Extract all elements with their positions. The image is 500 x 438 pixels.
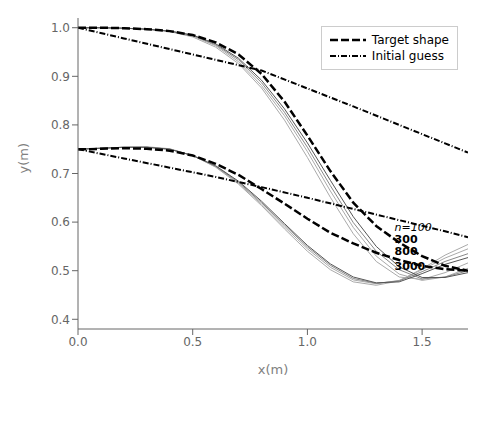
html-text:Initial guess: Initial guess	[371, 49, 444, 63]
svg-text:0.7: 0.7	[51, 167, 70, 181]
svg-text:0.0: 0.0	[68, 335, 87, 349]
svg-text:1.5: 1.5	[413, 335, 432, 349]
svg-text:300: 300	[395, 233, 418, 246]
html-text:Target shape: Target shape	[371, 33, 449, 47]
svg-text:1.0: 1.0	[298, 335, 317, 349]
svg-text:x(m): x(m)	[258, 362, 289, 377]
svg-text:3000: 3000	[395, 260, 426, 273]
svg-text:n=100: n=100	[395, 221, 432, 234]
svg-text:0.8: 0.8	[51, 118, 70, 132]
svg-text:0.6: 0.6	[51, 215, 70, 229]
svg-text:800: 800	[395, 245, 418, 258]
svg-text:1.0: 1.0	[51, 21, 70, 35]
svg-text:0.9: 0.9	[51, 70, 70, 84]
svg-text:y(m): y(m)	[16, 143, 31, 174]
svg-text:0.5: 0.5	[183, 335, 202, 349]
svg-text:0.5: 0.5	[51, 264, 70, 278]
svg-text:0.4: 0.4	[51, 313, 70, 327]
